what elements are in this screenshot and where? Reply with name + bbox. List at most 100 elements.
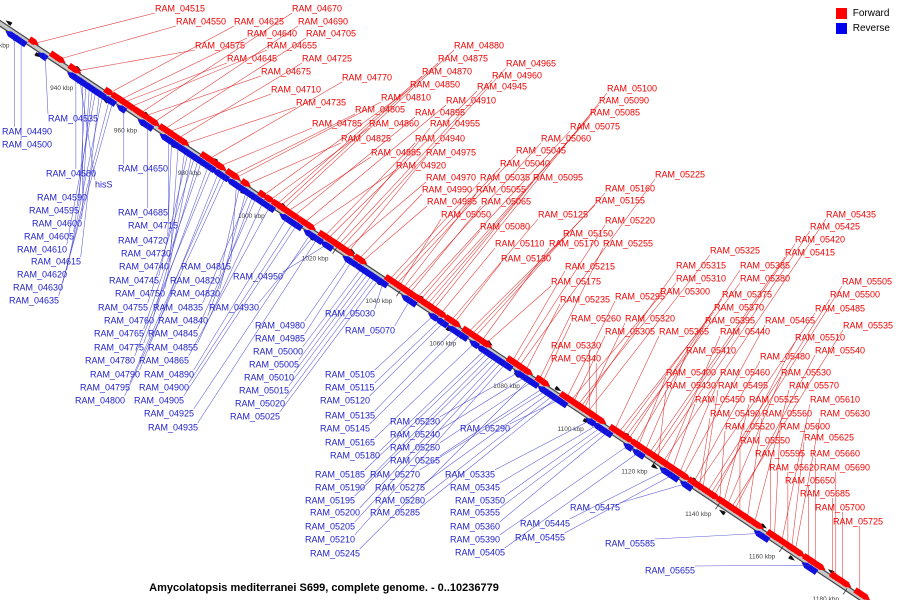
gene-label[interactable]: RAM_05230 xyxy=(390,417,440,427)
forward-gene-arrow[interactable] xyxy=(103,86,114,96)
gene-label[interactable]: RAM_05280 xyxy=(375,496,425,506)
gene-label[interactable]: RAM_05000 xyxy=(253,347,303,357)
gene-label[interactable]: RAM_05360 xyxy=(450,522,500,532)
gene-label[interactable]: RAM_05075 xyxy=(570,122,620,132)
forward-gene-arrow[interactable] xyxy=(715,495,727,505)
gene-label[interactable]: RAM_05370 xyxy=(714,303,764,313)
gene-label[interactable]: RAM_05630 xyxy=(820,409,870,419)
reverse-gene-arrow[interactable] xyxy=(623,443,634,452)
forward-gene-arrow[interactable] xyxy=(802,553,819,566)
gene-label[interactable]: RAM_05205 xyxy=(305,522,355,532)
gene-label[interactable]: RAM_05350 xyxy=(455,496,505,506)
feature-mark[interactable] xyxy=(554,385,562,392)
gene-label[interactable]: RAM_05700 xyxy=(815,503,865,513)
gene-label[interactable]: RAM_05390 xyxy=(450,535,500,545)
forward-gene-arrow[interactable] xyxy=(134,107,152,121)
gene-label[interactable]: RAM_05270 xyxy=(370,470,420,480)
gene-label[interactable]: RAM_04830 xyxy=(170,289,220,299)
gene-label[interactable]: RAM_04895 xyxy=(415,108,465,118)
gene-label[interactable]: RAM_04815 xyxy=(181,262,231,272)
gene-label[interactable]: RAM_04785 xyxy=(312,119,362,129)
gene-label[interactable]: RAM_05550 xyxy=(740,436,790,446)
gene-label[interactable]: RAM_04605 xyxy=(24,232,74,242)
gene-label[interactable]: RAM_05475 xyxy=(570,503,620,513)
forward-gene-arrow[interactable] xyxy=(115,94,130,106)
gene-label[interactable]: RAM_05560 xyxy=(762,409,812,419)
gene-label[interactable]: RAM_04715 xyxy=(128,221,178,231)
forward-gene-arrow[interactable] xyxy=(633,440,645,450)
gene-label[interactable]: RAM_05110 xyxy=(495,239,544,249)
gene-label[interactable]: RAM_05165 xyxy=(325,438,375,448)
gene-label[interactable]: RAM_05290 xyxy=(460,424,510,434)
feature-mark[interactable] xyxy=(651,463,658,470)
gene-label[interactable]: RAM_05525 xyxy=(749,395,799,405)
gene-label[interactable]: RAM_04730 xyxy=(121,249,171,259)
gene-label[interactable]: RAM_04940 xyxy=(415,134,465,144)
forward-gene-arrow[interactable] xyxy=(305,221,316,231)
reverse-gene-arrow[interactable] xyxy=(438,319,450,329)
gene-label[interactable]: RAM_05175 xyxy=(551,277,601,287)
reverse-gene-arrow[interactable] xyxy=(289,220,304,232)
gene-label[interactable]: RAM_04920 xyxy=(396,161,446,171)
gene-label[interactable]: RAM_05180 xyxy=(330,451,380,461)
gene-label[interactable]: RAM_05100 xyxy=(607,84,657,94)
forward-gene-arrow[interactable] xyxy=(853,587,870,600)
gene-label[interactable]: RAM_05155 xyxy=(595,196,645,206)
gene-label[interactable]: RAM_04865 xyxy=(139,356,189,366)
feature-mark[interactable] xyxy=(719,509,726,516)
forward-gene-arrow[interactable] xyxy=(402,286,417,298)
gene-label[interactable]: RAM_04745 xyxy=(109,276,159,286)
gene-label[interactable]: RAM_04710 xyxy=(271,85,321,95)
gene-label[interactable]: RAM_05460 xyxy=(720,368,770,378)
gene-label[interactable]: RAM_04925 xyxy=(144,409,194,419)
reverse-gene-arrow[interactable] xyxy=(548,393,565,406)
reverse-gene-arrow[interactable] xyxy=(137,119,155,132)
gene-label[interactable]: RAM_05405 xyxy=(455,548,505,558)
gene-label[interactable]: RAM_05540 xyxy=(815,346,865,356)
gene-label[interactable]: RAM_04955 xyxy=(430,119,480,129)
gene-label[interactable]: RAM_05060 xyxy=(541,134,591,144)
gene-label[interactable]: RAM_05220 xyxy=(605,216,655,226)
gene-label[interactable]: RAM_05585 xyxy=(605,539,655,549)
gene-label[interactable]: RAM_04995 xyxy=(427,197,477,207)
gene-label[interactable]: RAM_05520 xyxy=(725,422,775,432)
gene-label[interactable]: RAM_05005 xyxy=(249,360,299,370)
gene-label[interactable]: RAM_04900 xyxy=(139,383,189,393)
gene-label[interactable]: RAM_05725 xyxy=(833,517,883,527)
gene-label[interactable]: RAM_05160 xyxy=(605,184,655,194)
forward-gene-arrow[interactable] xyxy=(209,157,227,171)
gene-label[interactable]: RAM_04550 xyxy=(176,17,226,27)
gene-label[interactable]: RAM_05145 xyxy=(320,424,370,434)
gene-label[interactable]: RAM_05685 xyxy=(800,489,850,499)
gene-label[interactable]: RAM_05595 xyxy=(755,449,805,459)
gene-label[interactable]: RAM_05420 xyxy=(795,235,845,245)
gene-label[interactable]: RAM_04905 xyxy=(134,396,184,406)
gene-label[interactable]: RAM_05030 xyxy=(325,309,375,319)
gene-label[interactable]: RAM_05020 xyxy=(235,399,285,409)
gene-label[interactable]: RAM_05340 xyxy=(551,354,601,364)
gene-label[interactable]: RAM_04870 xyxy=(422,67,472,77)
gene-label[interactable]: RAM_04755 xyxy=(98,303,148,313)
gene-label[interactable]: RAM_04760 xyxy=(104,316,154,326)
gene-label[interactable]: RAM_05650 xyxy=(785,476,835,486)
reverse-gene-arrow[interactable] xyxy=(106,98,117,107)
gene-label[interactable]: RAM_05320 xyxy=(625,314,675,324)
forward-gene-arrow[interactable] xyxy=(356,255,368,265)
gene-label[interactable]: RAM_04685 xyxy=(118,208,168,218)
reverse-gene-arrow[interactable] xyxy=(452,329,470,342)
gene-label[interactable]: RAM_05050 xyxy=(441,210,491,220)
gene-label[interactable]: RAM_05265 xyxy=(390,456,440,466)
gene-label[interactable]: RAM_04880 xyxy=(454,41,504,51)
gene-label[interactable]: RAM_04970 xyxy=(426,173,476,183)
gene-label[interactable]: RAM_04890 xyxy=(144,370,194,380)
gene-label[interactable]: RAM_05435 xyxy=(826,210,876,220)
gene-label[interactable]: RAM_05245 xyxy=(310,549,360,559)
gene-label[interactable]: RAM_05570 xyxy=(789,381,839,391)
gene-label[interactable]: RAM_04835 xyxy=(153,303,203,313)
reverse-gene-arrow[interactable] xyxy=(310,234,324,245)
gene-label[interactable]: hisS xyxy=(95,180,113,190)
gene-label[interactable]: RAM_04500 xyxy=(2,140,52,150)
gene-label[interactable]: RAM_05510 xyxy=(795,333,845,343)
gene-label[interactable]: RAM_05275 xyxy=(375,483,425,493)
forward-gene-arrow[interactable] xyxy=(784,541,796,550)
